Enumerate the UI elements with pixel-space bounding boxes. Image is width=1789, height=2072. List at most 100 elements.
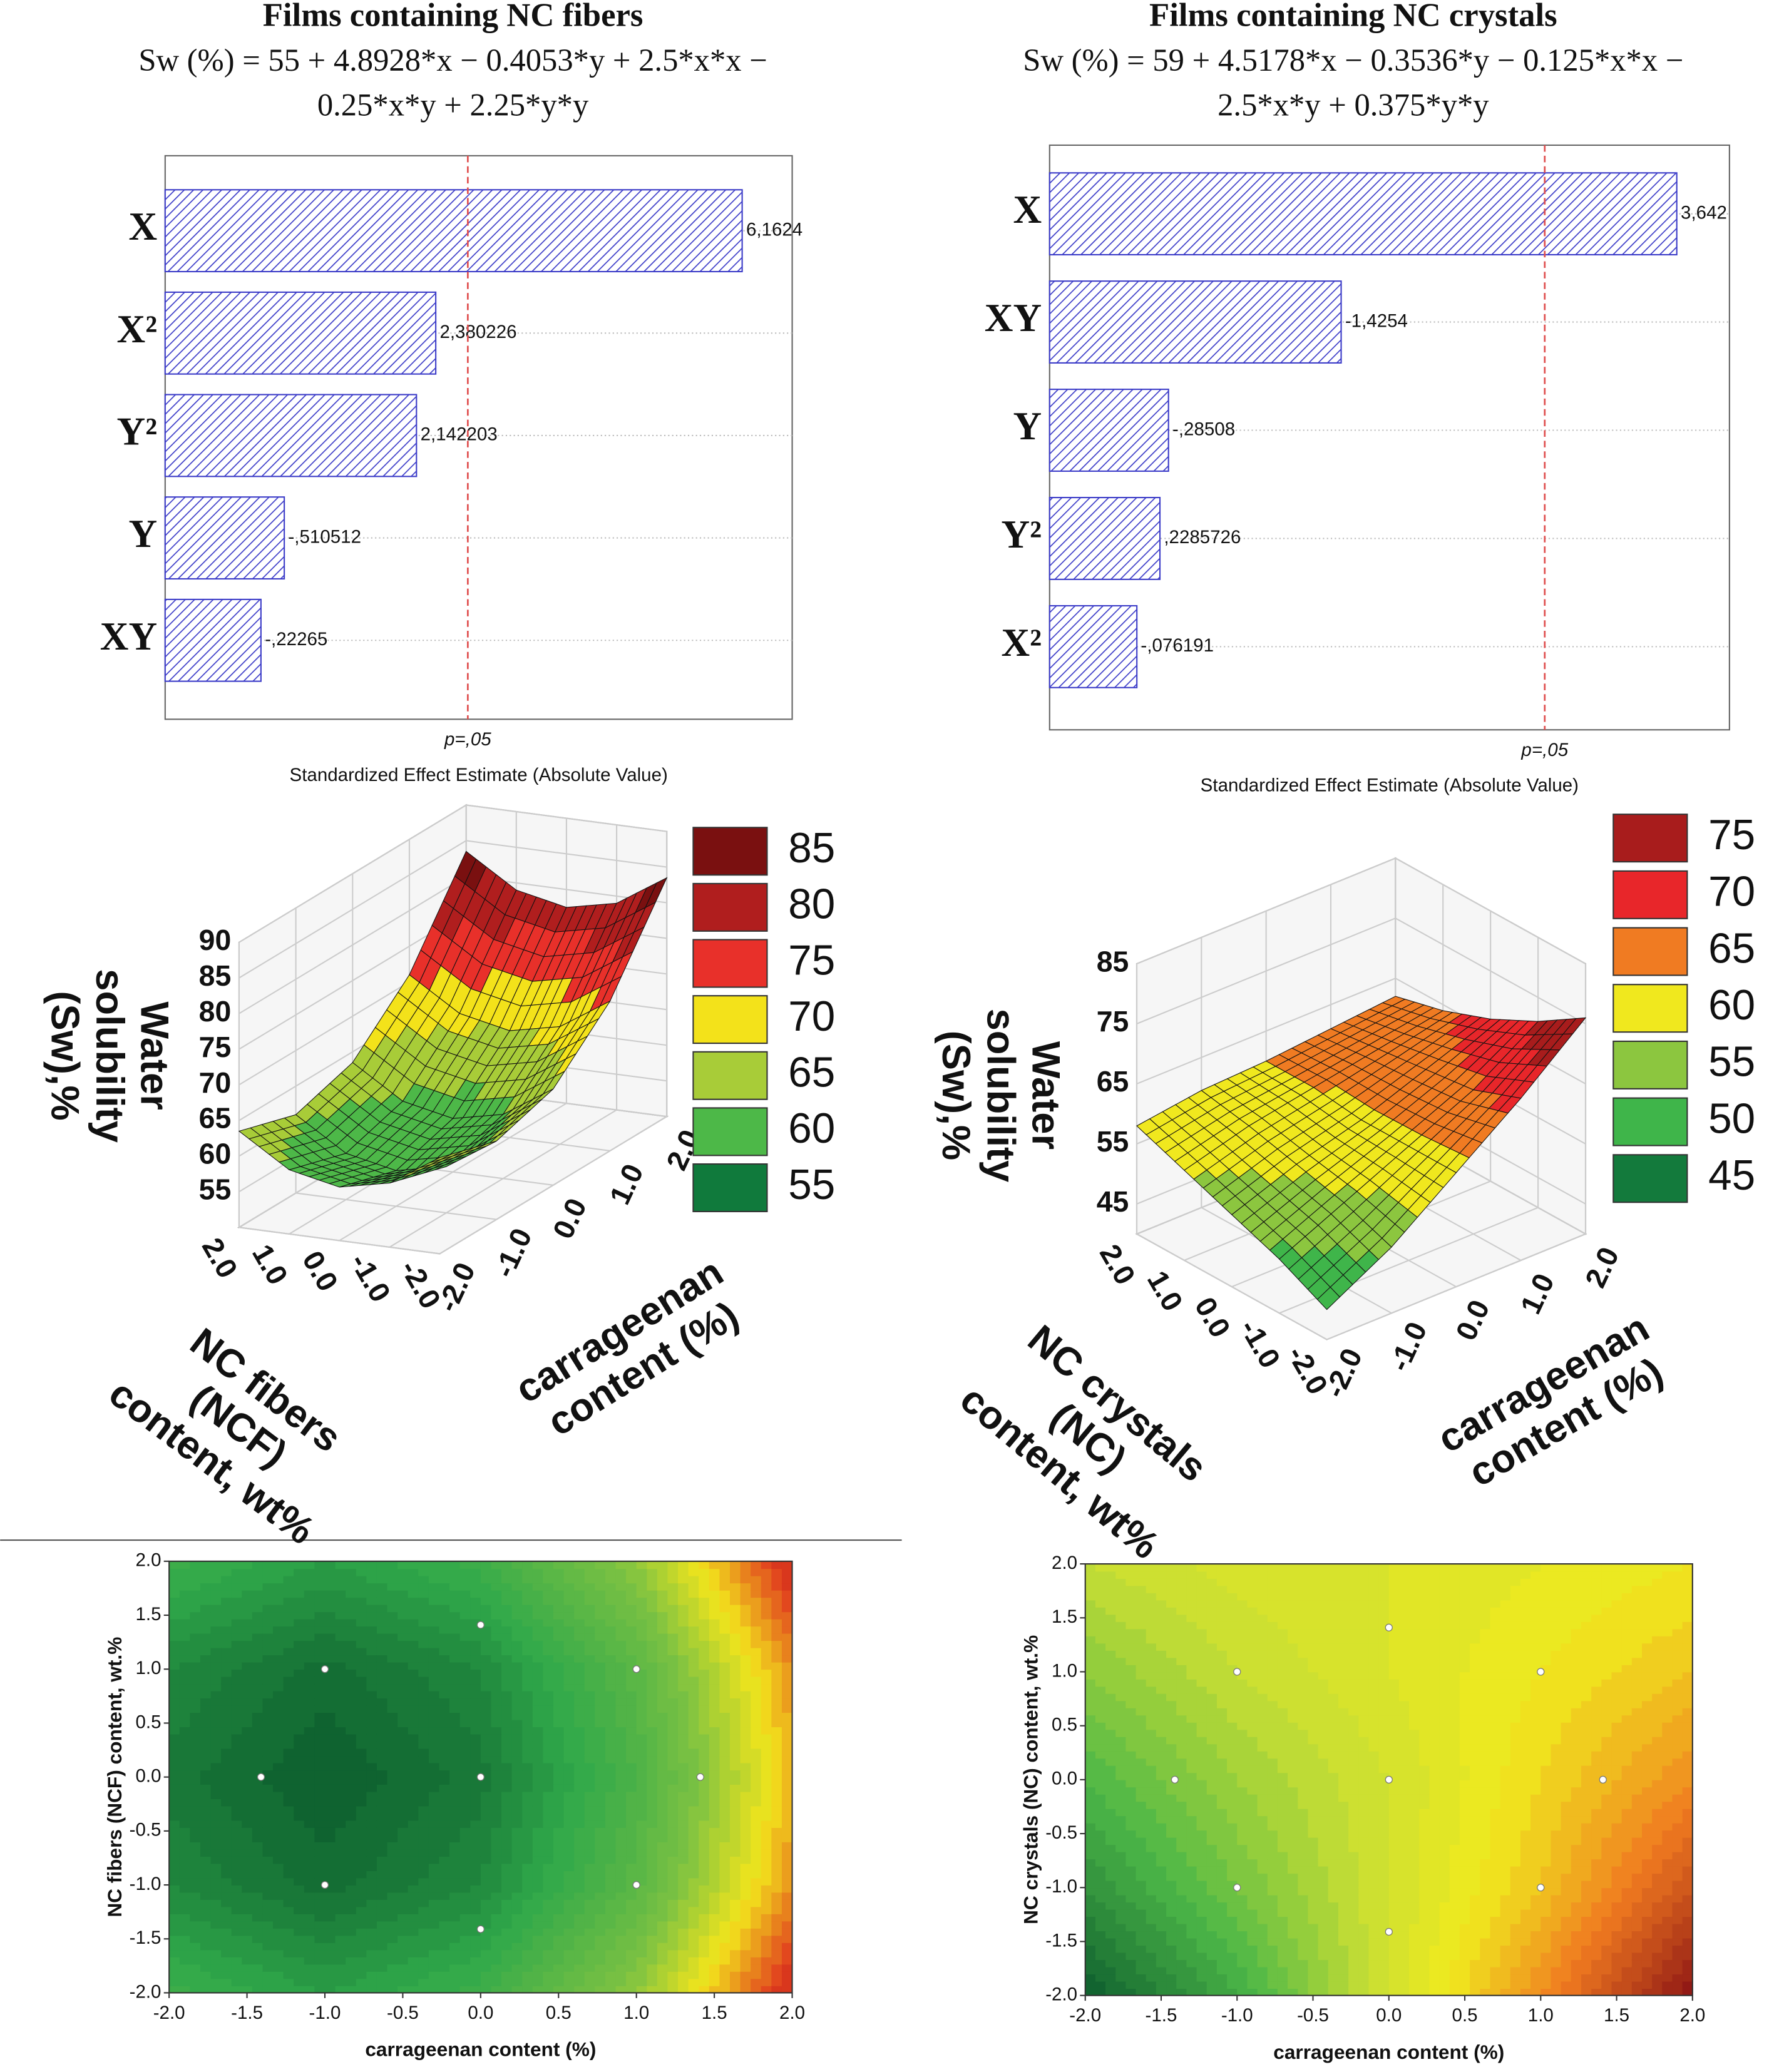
design-point (257, 1773, 265, 1781)
contour-cell (221, 1849, 232, 1857)
contour-cell (314, 1777, 326, 1785)
contour-cell (480, 1561, 492, 1569)
contour-cell (376, 1784, 388, 1792)
contour-cell (522, 1784, 533, 1792)
contour-cell (190, 1683, 201, 1692)
z-tick-label: 75 (199, 1031, 232, 1063)
contour-cell (1105, 1959, 1117, 1967)
contour-cell (304, 1971, 315, 1979)
contour-cell (595, 1719, 606, 1728)
contour-cell (615, 1956, 627, 1965)
contour-cell (501, 1647, 513, 1656)
contour-cell (231, 1626, 243, 1634)
contour-cell (356, 1719, 367, 1728)
contour-cell (647, 1870, 658, 1879)
contour-cell (771, 1748, 782, 1757)
contour-cell (169, 1733, 180, 1742)
contour-cell (346, 1956, 357, 1965)
contour-cell (511, 1669, 523, 1677)
contour-cell (356, 1676, 367, 1685)
contour-cell (387, 1770, 398, 1778)
contour-cell (221, 1618, 232, 1627)
contour-cell (221, 1727, 232, 1735)
contour-cell (751, 1799, 762, 1807)
contour-cell (1085, 1923, 1096, 1932)
contour-cell (387, 1604, 398, 1613)
contour-cell (574, 1791, 585, 1799)
chart-subtitle: Sw (%) = 55 + 4.8928*x − 0.4053*y + 2.5*… (138, 43, 767, 78)
contour-cell (190, 1892, 201, 1900)
contour-cell (335, 1928, 347, 1936)
contour-cell (283, 1899, 295, 1907)
contour-cell (190, 1626, 201, 1634)
contour-cell (294, 1784, 305, 1792)
contour-cell (563, 1863, 575, 1871)
contour-cell (356, 1870, 367, 1879)
contour-cell (636, 1964, 648, 1972)
contour-cell (231, 1597, 243, 1605)
contour-cell (459, 1575, 471, 1584)
contour-cell (553, 1568, 565, 1576)
contour-cell (1095, 1593, 1106, 1601)
contour-cell (1115, 1729, 1127, 1737)
contour-cell (678, 1690, 689, 1699)
legend-label: 70 (788, 993, 835, 1040)
contour-cell (532, 1985, 544, 1994)
contour-cell (179, 1748, 191, 1757)
contour-cell (615, 1633, 627, 1641)
contour-cell (522, 1978, 533, 1986)
contour-cell (210, 1892, 222, 1900)
contour-cell (667, 1733, 679, 1742)
contour-cell (397, 1561, 409, 1569)
contour-cell (169, 1690, 180, 1699)
contour-cell (366, 1956, 377, 1965)
contour-cell (563, 1964, 575, 1972)
contour-cell (356, 1755, 367, 1763)
contour-cell (428, 1978, 440, 1986)
contour-cell (480, 1834, 492, 1842)
contour-cell (314, 1914, 326, 1922)
contour-cell (242, 1935, 253, 1943)
contour-cell (636, 1914, 648, 1922)
contour-cell (221, 1784, 232, 1792)
contour-cell (356, 1978, 367, 1986)
contour-cell (408, 1956, 419, 1965)
contour-cell (470, 1647, 481, 1656)
contour-cell (1115, 1758, 1127, 1766)
z-tick-label: 85 (199, 959, 232, 992)
contour-cell (1095, 1650, 1106, 1658)
contour-cell (221, 1770, 232, 1778)
contour-cell (408, 1748, 419, 1757)
contour-cell (491, 1863, 502, 1871)
contour-cell (761, 1964, 772, 1972)
contour-cell (200, 1956, 212, 1965)
contour-cell (574, 1762, 585, 1771)
contour-cell (781, 1791, 793, 1799)
contour-cell (1115, 1844, 1127, 1852)
contour-cell (449, 1985, 461, 1994)
contour-cell (719, 1698, 730, 1706)
contour-cell (273, 1921, 284, 1929)
contour-cell (719, 1604, 730, 1613)
contour-cell (719, 1640, 730, 1648)
contour-cell (532, 1935, 544, 1943)
contour-cell (532, 1575, 544, 1584)
contour-cell (470, 1949, 481, 1957)
contour-cell (563, 1827, 575, 1835)
contour-cell (699, 1949, 710, 1957)
contour-cell (678, 1705, 689, 1713)
contour-cell (439, 1640, 450, 1648)
contour-cell (543, 1985, 554, 1994)
contour-cell (667, 1611, 679, 1620)
contour-cell (1105, 1787, 1117, 1795)
contour-cell (522, 1583, 533, 1591)
contour-cell (294, 1770, 305, 1778)
contour-cell (491, 1583, 502, 1591)
contour-cell (480, 1899, 492, 1907)
contour-cell (1105, 1909, 1117, 1917)
contour-cell (678, 1914, 689, 1922)
contour-cell (1085, 1822, 1096, 1831)
contour-cell (657, 1949, 669, 1957)
contour-cell (439, 1655, 450, 1663)
contour-cell (751, 1733, 762, 1742)
